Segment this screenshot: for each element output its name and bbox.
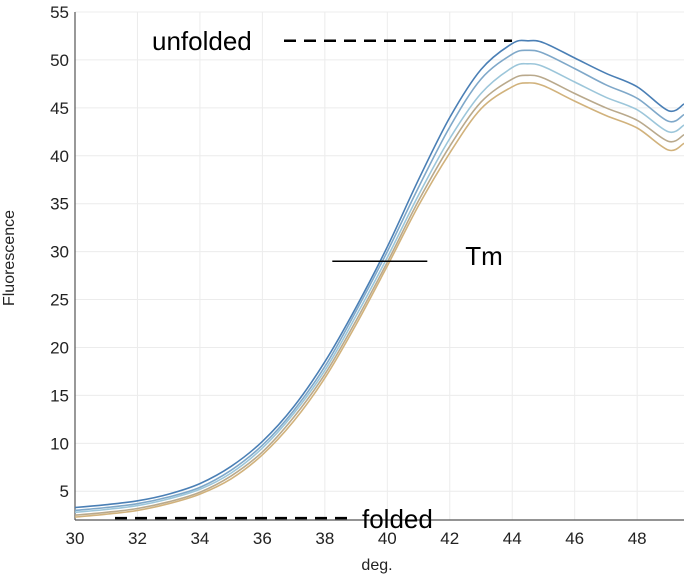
annotation-tm: Tm — [465, 241, 503, 271]
series-line-2 — [74, 49, 684, 512]
y-tick-label: 45 — [50, 99, 69, 118]
x-tick-label: 44 — [503, 529, 522, 548]
y-tick-label: 20 — [50, 338, 69, 357]
axes — [74, 12, 684, 521]
y-tick-label: 10 — [50, 434, 69, 453]
series-line-1 — [74, 39, 684, 509]
x-axis-title: deg. — [361, 557, 392, 574]
x-tick-label: 32 — [128, 529, 147, 548]
x-tick-label: 30 — [66, 529, 85, 548]
y-tick-label: 55 — [50, 3, 69, 22]
x-tick-label: 40 — [378, 529, 397, 548]
y-tick-label: 30 — [50, 243, 69, 262]
annotations: unfolded folded Tm — [115, 26, 512, 534]
series-line-3 — [74, 62, 684, 514]
x-tick-label: 34 — [190, 529, 209, 548]
series-group — [74, 39, 684, 518]
series-line-5 — [74, 82, 684, 518]
x-tick-label: 48 — [628, 529, 647, 548]
annotation-folded: folded — [362, 504, 433, 534]
y-tick-label: 35 — [50, 195, 69, 214]
x-tick-label: 46 — [565, 529, 584, 548]
y-tick-label: 15 — [50, 386, 69, 405]
annotation-unfolded: unfolded — [152, 26, 252, 56]
y-tick-label: 50 — [50, 51, 69, 70]
tick-labels: 30 32 34 36 38 40 42 44 46 48 5 10 15 20 25 30 35 40 45 50 5… — [50, 3, 647, 548]
y-tick-label: 40 — [50, 147, 69, 166]
y-tick-label: 25 — [50, 291, 69, 310]
x-tick-label: 36 — [253, 529, 272, 548]
y-tick-label: 5 — [60, 482, 69, 501]
x-tick-label: 38 — [315, 529, 334, 548]
y-axis-title: Fluorescence — [1, 210, 18, 306]
x-tick-label: 42 — [440, 529, 459, 548]
series-line-4 — [74, 74, 684, 516]
